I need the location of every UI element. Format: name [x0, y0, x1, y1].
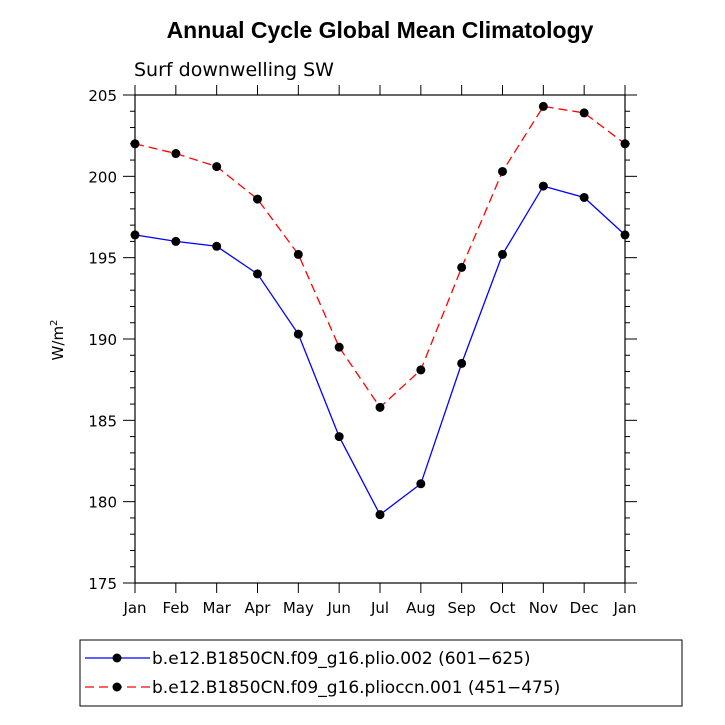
- x-tick-label: Dec: [570, 599, 599, 617]
- legend-box: [79, 639, 683, 707]
- series-1-point: [579, 192, 589, 202]
- y-axis-label: W/m2: [49, 320, 67, 361]
- legend: b.e12.B1850CN.f09_g16.plio.002 (601−625)…: [79, 639, 683, 707]
- series-2-point: [375, 402, 385, 412]
- x-tick-label: Sep: [448, 599, 476, 617]
- y-axis-label-superscript: 2: [49, 320, 60, 326]
- y-tick-label: 190: [88, 331, 117, 349]
- series-2-point: [620, 139, 630, 149]
- y-tick-label: 200: [88, 168, 117, 186]
- legend-marker-1: [112, 653, 122, 663]
- series-1-point: [293, 329, 303, 339]
- x-tick-label: Jan: [612, 599, 636, 617]
- series-1-point: [171, 236, 181, 246]
- series-2-point: [416, 365, 426, 375]
- y-tick-label: 205: [88, 87, 117, 105]
- y-tick-label: 185: [88, 412, 117, 430]
- series-2-point: [130, 139, 140, 149]
- series-2-point: [538, 101, 548, 111]
- series-1-point: [375, 510, 385, 520]
- x-tick-label: Jul: [370, 599, 389, 617]
- series-1-point: [416, 479, 426, 489]
- series-1-point: [620, 230, 630, 240]
- series-1-point: [212, 241, 222, 251]
- series-line-2: [134, 105, 626, 409]
- x-tick-label: Nov: [529, 599, 558, 617]
- x-tick-label: Apr: [245, 599, 272, 617]
- legend-label-2: b.e12.B1850CN.f09_g16.plioccn.001 (451−4…: [152, 678, 560, 698]
- legend-label-1: b.e12.B1850CN.f09_g16.plio.002 (601−625): [152, 649, 531, 669]
- y-tick-label: 180: [88, 494, 117, 512]
- x-tick-label: May: [283, 599, 314, 617]
- y-tick-label: 195: [88, 250, 117, 268]
- series-2-point: [171, 149, 181, 159]
- series-line-1: [134, 185, 626, 516]
- x-tick-label: Jan: [122, 599, 146, 617]
- x-tick-label: Aug: [406, 599, 435, 617]
- series-1-point: [334, 432, 344, 442]
- x-tick-label: Mar: [203, 599, 232, 617]
- plot-frame: [134, 94, 626, 584]
- series-2-point: [498, 166, 507, 176]
- x-tick-label: Jun: [326, 599, 350, 617]
- series-2-point: [212, 162, 222, 172]
- legend-marker-2: [112, 682, 122, 692]
- series-2-point: [334, 342, 344, 352]
- y-tick-label: 175: [88, 575, 117, 593]
- x-tick-label: Oct: [490, 599, 516, 617]
- series-2-point: [253, 194, 262, 204]
- series-2-point: [579, 108, 589, 118]
- series-1-point: [130, 230, 140, 240]
- series-2-point: [457, 262, 467, 272]
- series-1-point: [538, 181, 548, 191]
- y-axis-label-text: W/m: [49, 326, 67, 361]
- chart-subtitle: Surf downwelling SW: [134, 59, 334, 81]
- series-1-point: [457, 358, 467, 368]
- chart-title: Annual Cycle Global Mean Climatology: [167, 17, 594, 43]
- series-2-point: [293, 249, 303, 259]
- series-1-point: [253, 269, 262, 279]
- series-1-point: [498, 249, 507, 259]
- plot-area: 175 180 185 190 195 200 205 Jan Feb Mar Apr May Jun J…: [88, 85, 637, 617]
- x-tick-label: Feb: [163, 599, 190, 617]
